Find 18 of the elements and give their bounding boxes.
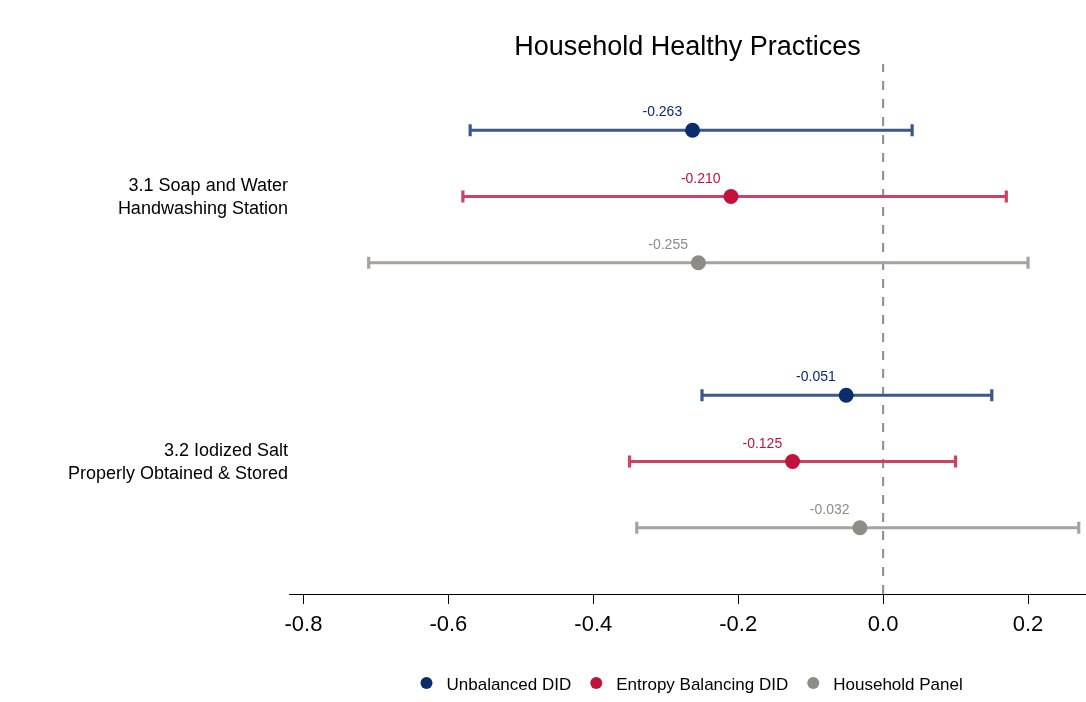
data-label: -0.210 bbox=[680, 169, 721, 186]
data-label: -0.032 bbox=[809, 500, 850, 517]
legend-label: Unbalanced DID bbox=[446, 674, 572, 694]
legend-label: Entropy Balancing DID bbox=[616, 674, 789, 694]
data-label: -0.125 bbox=[742, 434, 783, 451]
y-tick-label: 3.1 Soap and Water Handwashing Station bbox=[117, 175, 288, 219]
chart-title: Household Healthy Practices bbox=[514, 31, 861, 62]
data-label: -0.263 bbox=[642, 103, 683, 120]
x-tick-label: 0.0 bbox=[867, 610, 899, 636]
data-label: -0.051 bbox=[796, 368, 837, 385]
y-tick-label: 3.2 Iodized Salt Properly Obtained & Stored bbox=[67, 440, 288, 484]
x-tick-label: 0.2 bbox=[1012, 610, 1044, 636]
x-tick-label: -0.2 bbox=[719, 610, 758, 636]
x-tick-label: -0.6 bbox=[429, 610, 468, 636]
x-tick-label: -0.8 bbox=[284, 610, 323, 636]
x-tick-label: -0.4 bbox=[574, 610, 613, 636]
legend-label: Household Panel bbox=[833, 674, 963, 694]
data-label: -0.255 bbox=[648, 235, 689, 252]
